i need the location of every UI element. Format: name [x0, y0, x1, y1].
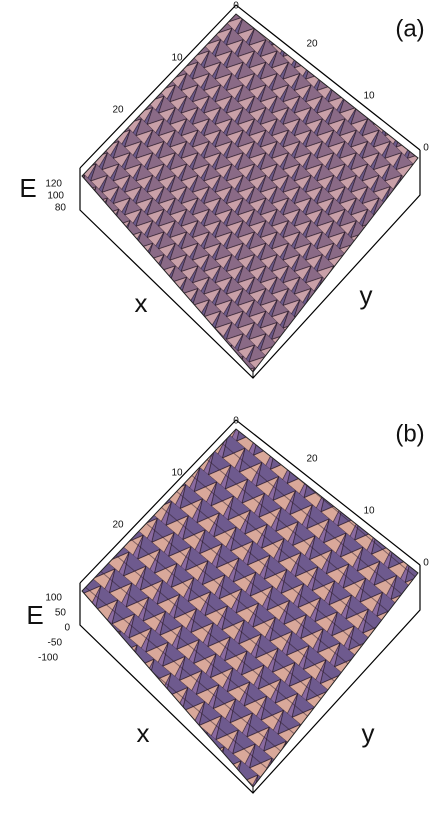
- z-tick-label: 100: [45, 593, 62, 604]
- z-tick-label: -50: [48, 638, 63, 649]
- y-axis-label: y: [360, 280, 373, 310]
- x-tick-label: 0: [233, 1, 239, 12]
- panel-label: (a): [395, 15, 424, 42]
- panel-label: (b): [395, 420, 424, 447]
- z-tick-label: 50: [55, 608, 67, 619]
- x-axis-label: x: [135, 288, 148, 318]
- z-tick-label: 0: [64, 623, 70, 634]
- y-axis-label: y: [362, 718, 375, 748]
- z-axis-label: E: [19, 173, 36, 203]
- y-tick-label: 0: [423, 558, 429, 569]
- z-tick-label: 100: [47, 191, 64, 202]
- y-tick-label: 0: [423, 143, 429, 154]
- figure: (a)Exy120100800102020100(b)Exy100500-50-…: [0, 0, 438, 816]
- y-tick-label: 20: [306, 454, 318, 465]
- x-axis-label: x: [137, 718, 150, 748]
- z-tick-label: -100: [38, 653, 58, 664]
- z-axis-label: E: [26, 600, 43, 630]
- x-tick-label: 10: [171, 53, 183, 64]
- y-tick-label: 10: [363, 91, 375, 102]
- x-tick-label: 10: [171, 468, 183, 479]
- x-tick-label: 0: [233, 416, 239, 427]
- z-tick-label: 80: [55, 203, 67, 214]
- z-tick-label: 120: [45, 179, 62, 190]
- x-tick-label: 20: [112, 105, 124, 116]
- x-tick-label: 20: [112, 520, 124, 531]
- y-tick-label: 20: [306, 39, 318, 50]
- y-tick-label: 10: [363, 506, 375, 517]
- surface: [82, 14, 418, 372]
